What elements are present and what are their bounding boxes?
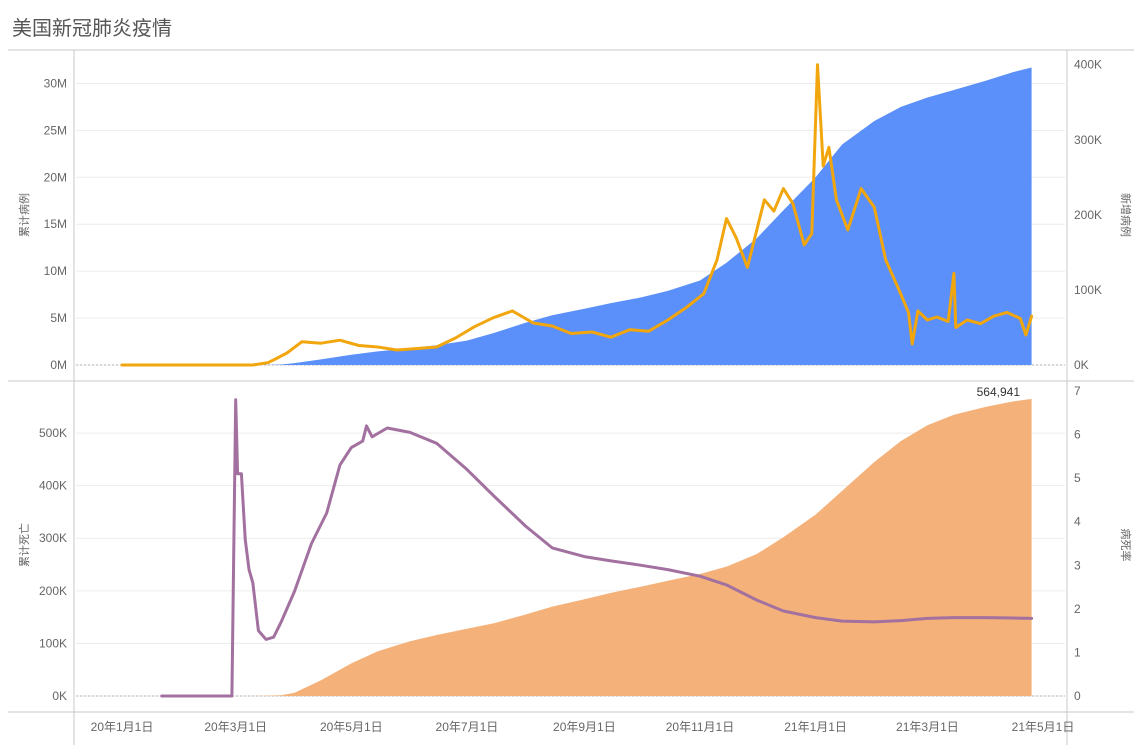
y2-tick-label: 0K <box>1074 358 1089 372</box>
y2-tick-label: 2 <box>1074 602 1081 616</box>
series-line-fatality-rate <box>160 398 1034 698</box>
y2-tick-label: 100K <box>1074 283 1102 297</box>
y-tick-label: 100K <box>39 636 67 650</box>
series-line-new-cases <box>120 63 1034 367</box>
y2-tick-label: 3 <box>1074 558 1081 572</box>
x-tick-label: 21年3月1日 <box>896 720 959 734</box>
x-tick-label: 21年5月1日 <box>1012 720 1075 734</box>
y-tick-label: 15M <box>44 217 67 231</box>
page-title: 美国新冠肺炎疫情 <box>12 16 172 40</box>
y-tick-label: 0M <box>50 358 67 372</box>
right-axis-title-fatality: 病死率 <box>1119 529 1133 562</box>
y2-tick-label: 5 <box>1074 471 1081 485</box>
left-axis-title-cases: 累计病例 <box>17 193 31 237</box>
x-tick-label: 21年1月1日 <box>784 720 847 734</box>
x-tick-label: 20年3月1日 <box>204 720 267 734</box>
series-area-cumulative-cases <box>122 67 1032 365</box>
y-tick-label: 500K <box>39 426 67 440</box>
y2-tick-label: 6 <box>1074 428 1081 442</box>
y-tick-label: 300K <box>39 531 67 545</box>
final-deaths-label: 564,941 <box>977 385 1021 399</box>
x-tick-label: 20年7月1日 <box>436 720 499 734</box>
y2-tick-label: 400K <box>1074 58 1102 72</box>
cases-panel: 0M 5M 10M 15M 20M 25M 30M 0K 100K 200K 300K 400K <box>44 58 1102 372</box>
x-tick-label: 20年5月1日 <box>320 720 383 734</box>
y-tick-label: 25M <box>44 123 67 137</box>
y-tick-label: 400K <box>39 479 67 493</box>
x-tick-label: 20年9月1日 <box>553 720 616 734</box>
y-tick-label: 10M <box>44 264 67 278</box>
left-axis-title-deaths: 累计死亡 <box>17 523 31 567</box>
y2-tick-label: 200K <box>1074 208 1102 222</box>
y-tick-label: 200K <box>39 584 67 598</box>
y2-tick-label: 0 <box>1074 689 1081 703</box>
y2-tick-label: 300K <box>1074 133 1102 147</box>
x-tick-label: 20年1月1日 <box>91 720 154 734</box>
y-tick-label: 30M <box>44 76 67 90</box>
x-tick-label: 20年11月1日 <box>666 720 734 734</box>
y-tick-label: 0K <box>52 689 67 703</box>
y-tick-label: 5M <box>50 311 67 325</box>
y-tick-label: 20M <box>44 170 67 184</box>
series-area-cumulative-deaths <box>122 398 1032 696</box>
y2-tick-label: 4 <box>1074 515 1081 529</box>
y2-tick-label: 7 <box>1074 384 1081 398</box>
y2-tick-label: 1 <box>1074 645 1081 659</box>
deaths-panel: 0K 100K 200K 300K 400K 500K 0 1 2 3 4 5 6 7 <box>39 384 1081 703</box>
right-axis-title-new-cases: 新增病例 <box>1119 193 1133 237</box>
